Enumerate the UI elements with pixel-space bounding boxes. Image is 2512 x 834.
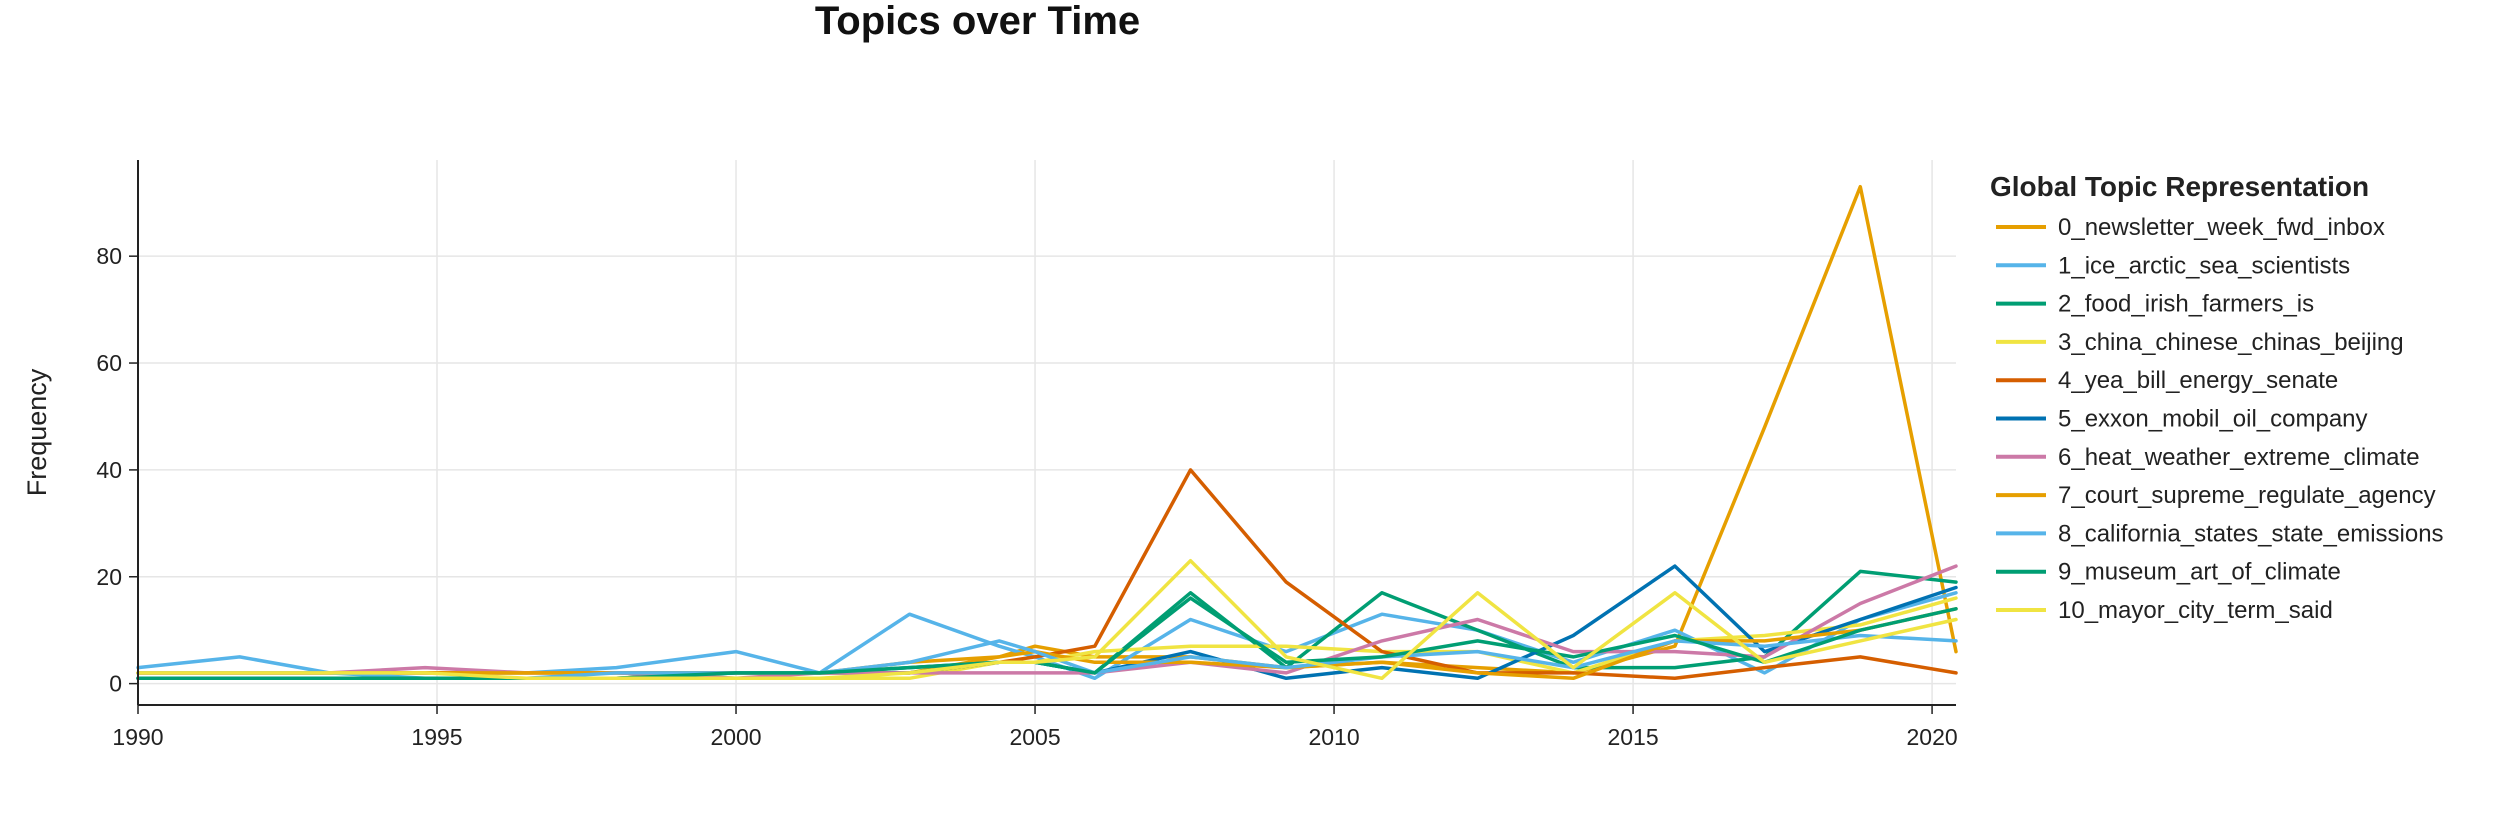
- legend-item-9[interactable]: 9_museum_art_of_climate: [1996, 559, 2341, 586]
- legend-item-2[interactable]: 2_food_irish_farmers_is: [1996, 291, 2314, 318]
- legend-label: 8_california_states_state_emissions: [2058, 520, 2444, 547]
- legend-item-4[interactable]: 4_yea_bill_energy_senate: [1996, 367, 2338, 394]
- legend-title: Global Topic Representation: [1990, 171, 2369, 202]
- x-tick-label: 2015: [1607, 724, 1658, 750]
- legend-item-3[interactable]: 3_china_chinese_chinas_beijing: [1996, 329, 2404, 356]
- x-tick-label: 2000: [710, 724, 761, 750]
- y-axis-title: Frequency: [22, 368, 52, 496]
- legend-item-8[interactable]: 8_california_states_state_emissions: [1996, 520, 2444, 547]
- y-tick-label: 80: [96, 243, 122, 269]
- y-tick-label: 60: [96, 350, 122, 376]
- x-tick-label: 1990: [112, 724, 163, 750]
- legend-label: 1_ice_arctic_sea_scientists: [2058, 252, 2350, 279]
- legend-label: 2_food_irish_farmers_is: [2058, 291, 2314, 318]
- x-tick-label: 2010: [1308, 724, 1359, 750]
- y-tick-label: 40: [96, 457, 122, 483]
- legend-label: 5_exxon_mobil_oil_company: [2058, 406, 2368, 433]
- series-lines: [136, 184, 1958, 681]
- x-tick-label: 1995: [411, 724, 462, 750]
- legend-label: 10_mayor_city_term_said: [2058, 597, 2333, 624]
- legend-label: 0_newsletter_week_fwd_inbox: [2058, 214, 2385, 241]
- legend-label: 4_yea_bill_energy_senate: [2058, 367, 2338, 394]
- legend-item-6[interactable]: 6_heat_weather_extreme_climate: [1996, 444, 2420, 471]
- legend-item-5[interactable]: 5_exxon_mobil_oil_company: [1996, 406, 2368, 433]
- legend-item-0[interactable]: 0_newsletter_week_fwd_inbox: [1996, 214, 2385, 241]
- y-tick-label: 20: [96, 564, 122, 590]
- grid: [137, 160, 1956, 705]
- legend-item-10[interactable]: 10_mayor_city_term_said: [1996, 597, 2333, 624]
- legend-label: 6_heat_weather_extreme_climate: [2058, 444, 2420, 471]
- legend-label: 7_court_supreme_regulate_agency: [2058, 482, 2436, 509]
- axes: 1990 1995 2000 2005 2010 2015 2020 0 20 40 60 80 Fre…: [22, 160, 1958, 750]
- legend-item-1[interactable]: 1_ice_arctic_sea_scientists: [1996, 252, 2350, 279]
- chart-title: Topics over Time: [814, 0, 1141, 43]
- legend-label: 3_china_chinese_chinas_beijing: [2058, 329, 2404, 356]
- series-line-10: [136, 558, 1958, 681]
- legend-label: 9_museum_art_of_climate: [2058, 559, 2341, 586]
- x-tick-label: 2020: [1906, 724, 1957, 750]
- y-tick-label: 0: [109, 671, 122, 697]
- legend-item-7[interactable]: 7_court_supreme_regulate_agency: [1996, 482, 2436, 509]
- x-tick-label: 2005: [1009, 724, 1060, 750]
- legend: Global Topic Representation 0_newsletter_…: [1990, 171, 2444, 624]
